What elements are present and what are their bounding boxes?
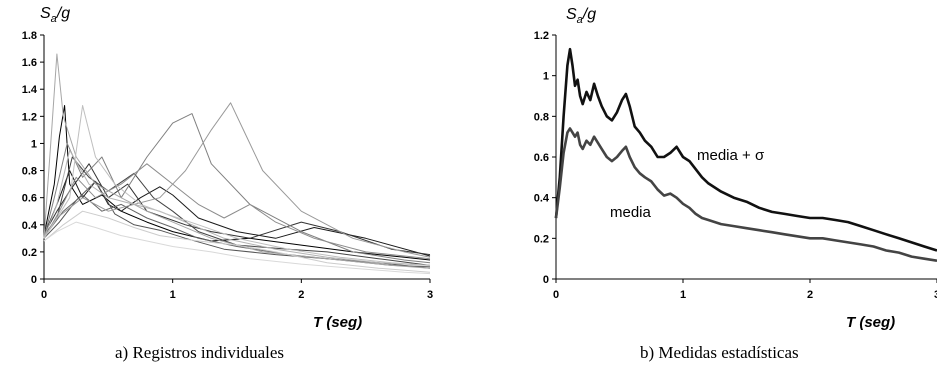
series-line-9 [43, 102, 431, 258]
chart-b-xlabel: T (seg) [846, 314, 895, 331]
chart-b-ylabel: Sa/g [566, 6, 596, 26]
y-tick-label: 0.6 [22, 193, 37, 205]
chart-b-axes: 0 0.2 0.4 0.6 0.8 1 1.2 0 1 2 3 [534, 30, 937, 301]
x-tick-label: 0 [553, 289, 559, 301]
y-tick-label: 1 [31, 138, 37, 150]
chart-b-caption: b) Medidas estadísticas [640, 343, 799, 362]
chart-b: 0 0.2 0.4 0.6 0.8 1 1.2 0 1 2 3 Sa/g T (seg) b) Me… [534, 6, 937, 362]
x-tick-label: 2 [807, 289, 813, 301]
label-media-plus-sigma: media + σ [697, 147, 765, 164]
y-tick-label: 1.2 [22, 111, 37, 123]
label-media: media [610, 204, 652, 221]
series-line-13 [43, 210, 431, 273]
series-line-2 [554, 127, 937, 262]
x-tick-label: 1 [680, 289, 686, 301]
series-line-12 [43, 105, 431, 266]
x-tick-label: 3 [934, 289, 937, 301]
x-tick-label: 2 [298, 289, 304, 301]
y-tick-label: 1 [543, 71, 549, 83]
x-tick-label: 3 [427, 289, 433, 301]
chart-a-series-group [43, 53, 431, 275]
x-tick-label: 1 [170, 289, 176, 301]
y-tick-label: 0.4 [22, 220, 38, 232]
y-tick-label: 1.8 [22, 30, 37, 42]
y-tick-label: 1.4 [22, 84, 38, 96]
series-line-3 [43, 163, 431, 256]
y-tick-label: 0.2 [534, 233, 549, 245]
y-tick-label: 0.8 [534, 111, 549, 123]
y-tick-label: 0 [543, 274, 549, 286]
y-tick-label: 0.8 [22, 166, 37, 178]
series-line-2 [43, 170, 431, 257]
x-tick-label: 0 [41, 289, 47, 301]
chart-a-axes: 0 0.2 0.4 0.6 0.8 1 1.2 1.4 1.6 1.8 0 1 2 3 [22, 30, 433, 301]
chart-a-xlabel: T (seg) [313, 314, 362, 331]
chart-a: 0 0.2 0.4 0.6 0.8 1 1.2 1.4 1.6 1.8 0 1 2 3 Sa/g T (s… [22, 5, 433, 362]
chart-b-series-group [554, 47, 937, 262]
series-line-1 [43, 105, 431, 261]
y-tick-label: 0.4 [534, 193, 550, 205]
chart-a-ylabel: Sa/g [40, 5, 70, 25]
series-line-14 [43, 221, 431, 275]
series-line-1 [554, 47, 937, 252]
y-tick-label: 0 [31, 274, 37, 286]
y-tick-label: 0.2 [22, 247, 37, 259]
y-tick-label: 0.6 [534, 152, 549, 164]
chart-a-caption: a) Registros individuales [115, 343, 284, 362]
series-line-8 [43, 163, 431, 260]
y-tick-label: 1.6 [22, 57, 37, 69]
y-tick-label: 1.2 [534, 30, 549, 42]
